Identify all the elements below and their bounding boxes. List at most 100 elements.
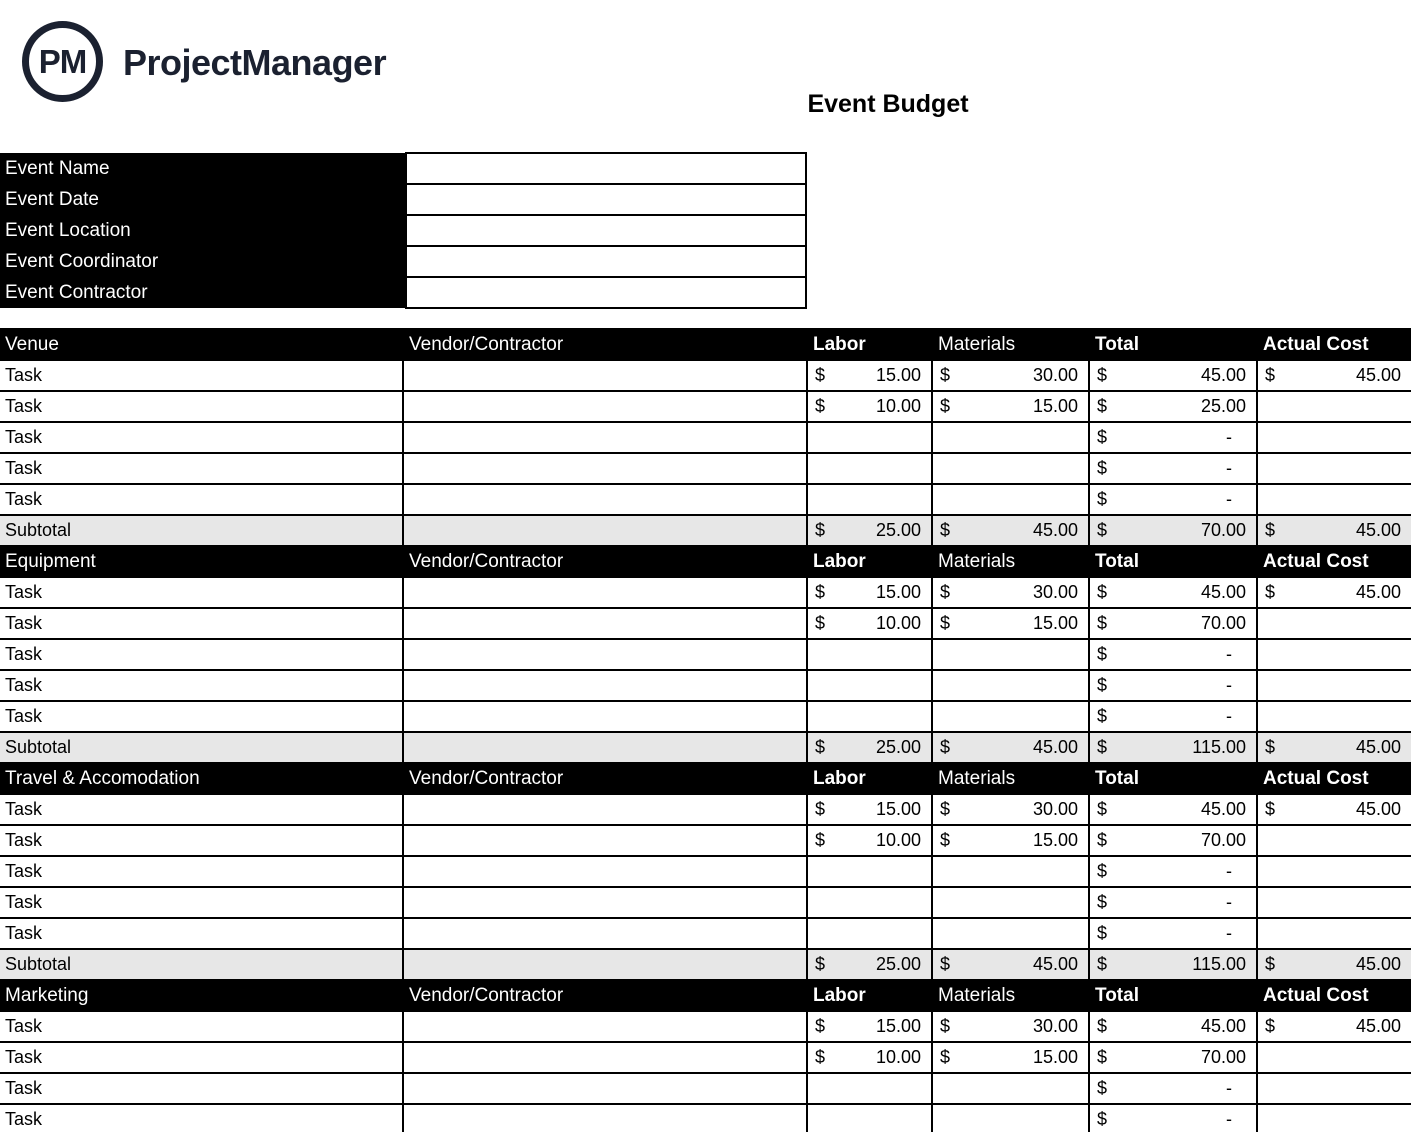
materials-cell[interactable]: $45.00 bbox=[931, 948, 1090, 981]
vendor-cell[interactable] bbox=[402, 1041, 808, 1074]
task-label-cell[interactable]: Task bbox=[0, 855, 404, 888]
labor-cell[interactable]: $15.00 bbox=[806, 576, 933, 609]
vendor-cell[interactable] bbox=[402, 1010, 808, 1043]
vendor-cell[interactable] bbox=[402, 514, 808, 547]
labor-cell[interactable]: $10.00 bbox=[806, 390, 933, 423]
vendor-cell[interactable] bbox=[402, 948, 808, 981]
materials-cell[interactable] bbox=[931, 917, 1090, 950]
event-field-value-cell[interactable] bbox=[405, 245, 807, 278]
labor-cell[interactable] bbox=[806, 421, 933, 454]
materials-cell[interactable]: $45.00 bbox=[931, 514, 1090, 547]
total-cell[interactable]: $70.00 bbox=[1088, 607, 1258, 640]
vendor-cell[interactable] bbox=[402, 855, 808, 888]
total-cell[interactable]: $115.00 bbox=[1088, 948, 1258, 981]
event-field-value-cell[interactable] bbox=[405, 276, 807, 309]
vendor-cell[interactable] bbox=[402, 390, 808, 423]
vendor-cell[interactable] bbox=[402, 1072, 808, 1105]
vendor-cell[interactable] bbox=[402, 607, 808, 640]
actual-cell[interactable] bbox=[1256, 669, 1411, 702]
actual-cell[interactable] bbox=[1256, 917, 1411, 950]
labor-cell[interactable]: $10.00 bbox=[806, 824, 933, 857]
event-field-value-cell[interactable] bbox=[405, 152, 807, 185]
task-label-cell[interactable]: Task bbox=[0, 638, 404, 671]
task-label-cell[interactable]: Task bbox=[0, 576, 404, 609]
total-cell[interactable]: $45.00 bbox=[1088, 793, 1258, 826]
task-label-cell[interactable]: Task bbox=[0, 483, 404, 516]
materials-cell[interactable]: $30.00 bbox=[931, 793, 1090, 826]
total-cell[interactable]: $ - bbox=[1088, 483, 1258, 516]
actual-cell[interactable]: $45.00 bbox=[1256, 731, 1411, 764]
materials-cell[interactable] bbox=[931, 421, 1090, 454]
actual-cell[interactable] bbox=[1256, 421, 1411, 454]
vendor-cell[interactable] bbox=[402, 483, 808, 516]
total-cell[interactable]: $70.00 bbox=[1088, 824, 1258, 857]
task-label-cell[interactable]: Task bbox=[0, 886, 404, 919]
labor-cell[interactable] bbox=[806, 1072, 933, 1105]
total-cell[interactable]: $ - bbox=[1088, 421, 1258, 454]
total-cell[interactable]: $70.00 bbox=[1088, 1041, 1258, 1074]
vendor-cell[interactable] bbox=[402, 1103, 808, 1132]
actual-cell[interactable] bbox=[1256, 1072, 1411, 1105]
materials-cell[interactable]: $45.00 bbox=[931, 731, 1090, 764]
actual-cell[interactable] bbox=[1256, 452, 1411, 485]
task-label-cell[interactable]: Task bbox=[0, 1010, 404, 1043]
task-label-cell[interactable]: Task bbox=[0, 390, 404, 423]
materials-cell[interactable]: $15.00 bbox=[931, 607, 1090, 640]
vendor-cell[interactable] bbox=[402, 793, 808, 826]
actual-cell[interactable] bbox=[1256, 886, 1411, 919]
actual-cell[interactable] bbox=[1256, 390, 1411, 423]
task-label-cell[interactable]: Task bbox=[0, 359, 404, 392]
subtotal-label-cell[interactable]: Subtotal bbox=[0, 948, 404, 981]
event-field-value-cell[interactable] bbox=[405, 214, 807, 247]
materials-cell[interactable] bbox=[931, 452, 1090, 485]
actual-cell[interactable]: $45.00 bbox=[1256, 1010, 1411, 1043]
actual-cell[interactable] bbox=[1256, 700, 1411, 733]
labor-cell[interactable]: $15.00 bbox=[806, 1010, 933, 1043]
total-cell[interactable]: $25.00 bbox=[1088, 390, 1258, 423]
vendor-cell[interactable] bbox=[402, 421, 808, 454]
actual-cell[interactable] bbox=[1256, 855, 1411, 888]
labor-cell[interactable] bbox=[806, 452, 933, 485]
materials-cell[interactable]: $30.00 bbox=[931, 1010, 1090, 1043]
materials-cell[interactable] bbox=[931, 1072, 1090, 1105]
materials-cell[interactable] bbox=[931, 855, 1090, 888]
labor-cell[interactable]: $25.00 bbox=[806, 948, 933, 981]
total-cell[interactable]: $45.00 bbox=[1088, 1010, 1258, 1043]
labor-cell[interactable] bbox=[806, 638, 933, 671]
materials-cell[interactable] bbox=[931, 1103, 1090, 1132]
total-cell[interactable]: $ - bbox=[1088, 1103, 1258, 1132]
task-label-cell[interactable]: Task bbox=[0, 669, 404, 702]
task-label-cell[interactable]: Task bbox=[0, 917, 404, 950]
total-cell[interactable]: $ - bbox=[1088, 1072, 1258, 1105]
materials-cell[interactable]: $30.00 bbox=[931, 576, 1090, 609]
task-label-cell[interactable]: Task bbox=[0, 700, 404, 733]
materials-cell[interactable] bbox=[931, 700, 1090, 733]
actual-cell[interactable]: $45.00 bbox=[1256, 793, 1411, 826]
vendor-cell[interactable] bbox=[402, 452, 808, 485]
task-label-cell[interactable]: Task bbox=[0, 452, 404, 485]
subtotal-label-cell[interactable]: Subtotal bbox=[0, 731, 404, 764]
total-cell[interactable]: $45.00 bbox=[1088, 359, 1258, 392]
total-cell[interactable]: $ - bbox=[1088, 669, 1258, 702]
task-label-cell[interactable]: Task bbox=[0, 793, 404, 826]
labor-cell[interactable]: $10.00 bbox=[806, 1041, 933, 1074]
total-cell[interactable]: $ - bbox=[1088, 886, 1258, 919]
materials-cell[interactable]: $15.00 bbox=[931, 390, 1090, 423]
total-cell[interactable]: $ - bbox=[1088, 638, 1258, 671]
actual-cell[interactable] bbox=[1256, 1103, 1411, 1132]
total-cell[interactable]: $ - bbox=[1088, 855, 1258, 888]
materials-cell[interactable] bbox=[931, 638, 1090, 671]
actual-cell[interactable]: $45.00 bbox=[1256, 576, 1411, 609]
actual-cell[interactable] bbox=[1256, 607, 1411, 640]
vendor-cell[interactable] bbox=[402, 700, 808, 733]
vendor-cell[interactable] bbox=[402, 669, 808, 702]
subtotal-label-cell[interactable]: Subtotal bbox=[0, 514, 404, 547]
labor-cell[interactable]: $15.00 bbox=[806, 793, 933, 826]
labor-cell[interactable] bbox=[806, 1103, 933, 1132]
labor-cell[interactable] bbox=[806, 669, 933, 702]
materials-cell[interactable]: $15.00 bbox=[931, 1041, 1090, 1074]
actual-cell[interactable]: $45.00 bbox=[1256, 948, 1411, 981]
task-label-cell[interactable]: Task bbox=[0, 607, 404, 640]
total-cell[interactable]: $70.00 bbox=[1088, 514, 1258, 547]
total-cell[interactable]: $115.00 bbox=[1088, 731, 1258, 764]
